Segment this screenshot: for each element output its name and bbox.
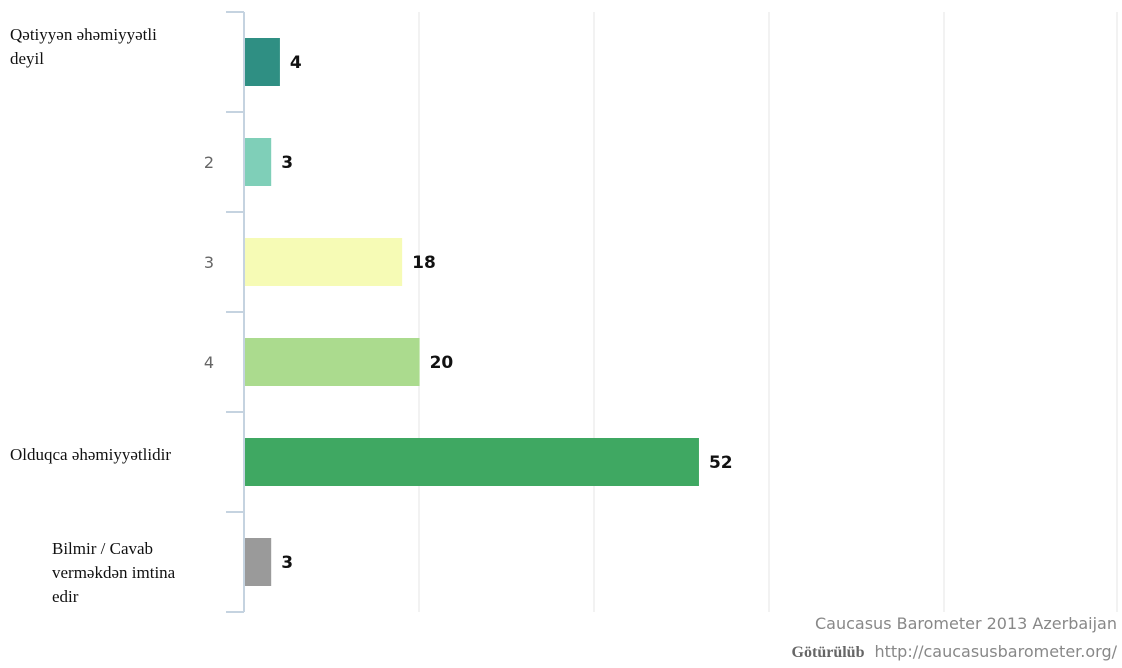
bar-4: [245, 338, 420, 386]
value-labels: 4 3 18 20 52 3: [281, 53, 732, 573]
value-label-4: 20: [430, 353, 454, 373]
source-line-1: Caucasus Barometer 2013 Azerbaijan: [815, 614, 1117, 633]
category-label-3: 3: [204, 253, 214, 272]
bars: [245, 38, 699, 586]
source-line-2: Götürülüb http://caucasusbarometer.org/: [792, 642, 1118, 661]
category-label-1: Qətiyyən əhəmiyyətli deyil: [10, 25, 157, 68]
bar-5: [245, 438, 699, 486]
value-label-1: 4: [290, 53, 302, 73]
source-credit: Caucasus Barometer 2013 Azerbaijan Götür…: [792, 614, 1118, 661]
category-label-4: 4: [204, 353, 214, 372]
value-label-6: 3: [281, 553, 293, 573]
grid-lines: [418, 12, 1118, 612]
category-label-6: Bilmir / Cavab verməkdən imtina edir: [52, 539, 176, 606]
category-axis: [226, 11, 245, 613]
category-labels: Qətiyyən əhəmiyyətli deyil 2 3 4 Olduqca əhəm…: [10, 25, 214, 606]
category-label-5: Olduqca əhəmiyyətlidir: [10, 445, 171, 464]
value-label-3: 18: [412, 253, 436, 273]
bar-6: [245, 538, 272, 586]
source-prefix: Götürülüb: [792, 644, 865, 661]
bar-2: [245, 138, 272, 186]
source-url: http://caucasusbarometer.org/: [874, 642, 1117, 661]
bar-3: [245, 238, 403, 286]
value-label-2: 3: [281, 153, 293, 173]
bar-1: [245, 38, 280, 86]
category-label-2: 2: [204, 153, 214, 172]
value-label-5: 52: [709, 453, 733, 473]
